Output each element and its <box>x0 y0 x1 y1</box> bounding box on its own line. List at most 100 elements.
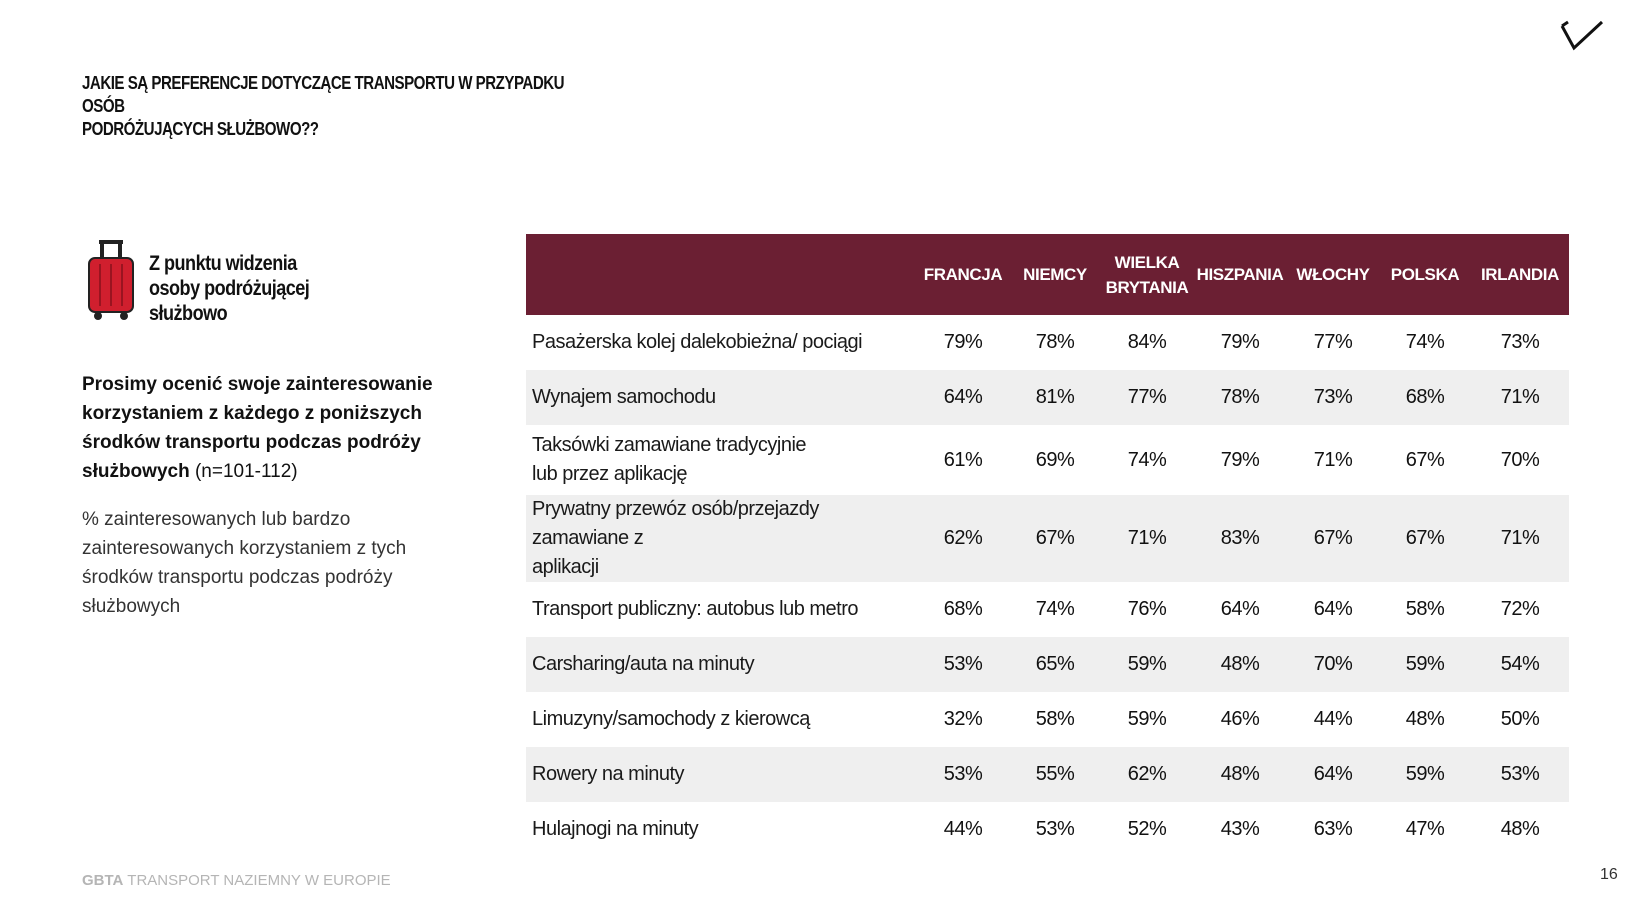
header-blank <box>526 234 917 315</box>
table-cell: 73% <box>1500 331 1540 353</box>
column-header-line: NIEMCY <box>1023 265 1087 284</box>
row-label: Hulajnogi na minuty <box>526 802 917 857</box>
table-cell: 67% <box>1405 527 1445 549</box>
title-line-1: JAKIE SĄ PREFERENCJE DOTYCZĄCE TRANSPORT… <box>82 73 565 116</box>
column-header: HISZPANIA <box>1193 234 1287 315</box>
table-cell: 69% <box>1035 448 1075 471</box>
row-label: Limuzyny/samochody z kierowcą <box>526 692 917 747</box>
table-cell: 68% <box>1405 386 1445 408</box>
row-label-line: Pasażerska kolej dalekobieżna/ pociągi <box>532 331 863 353</box>
survey-question: Prosimy ocenić swoje zainteresowanie kor… <box>82 370 472 486</box>
table-cell: 71% <box>1127 527 1167 549</box>
perspective-line-1: Z punktu widzenia <box>149 252 297 275</box>
table-row: Hulajnogi na minuty 44% 53% 52% 43% 63% 47% 48% <box>526 802 1569 857</box>
table-cell: 59% <box>1405 763 1445 785</box>
table-row: Transport publiczny: autobus lub metro 68… <box>526 582 1569 637</box>
table-cell: 68% <box>943 598 983 620</box>
column-header: FRANCJA <box>917 234 1009 315</box>
row-label-line: Limuzyny/samochody z kierowcą <box>532 708 810 730</box>
table-cell: 64% <box>1220 598 1260 620</box>
table-cell: 76% <box>1127 598 1167 620</box>
column-header-line: WŁOCHY <box>1296 265 1370 284</box>
table-cell: 64% <box>1313 598 1353 620</box>
row-label: Prywatny przewóz osób/przejazdy zamawian… <box>526 495 917 582</box>
column-header: NIEMCY <box>1009 234 1101 315</box>
column-header-line: HISZPANIA <box>1196 265 1284 284</box>
row-label: Transport publiczny: autobus lub metro <box>526 582 917 637</box>
row-label-line: Carsharing/auta na minuty <box>532 653 755 675</box>
column-header-line-2: BRYTANIA <box>1105 277 1189 297</box>
page-number: 16 <box>1600 866 1618 883</box>
column-header: WŁOCHY <box>1287 234 1379 315</box>
table-cell: 44% <box>1313 708 1353 730</box>
table-cell: 65% <box>1035 653 1075 675</box>
table-cell: 63% <box>1313 818 1353 840</box>
table-cell: 71% <box>1500 386 1540 408</box>
footer-brand: GBTA <box>82 872 124 889</box>
table-cell: 70% <box>1313 653 1353 675</box>
table-cell: 46% <box>1220 708 1260 730</box>
column-header-line: IRLANDIA <box>1480 265 1559 284</box>
transport-preference-table: FRANCJA NIEMCY WIELKA BRYTANIA HISZPANIA … <box>526 234 1569 857</box>
table-cell: 62% <box>943 527 983 549</box>
table-cell: 48% <box>1405 708 1445 730</box>
row-label: Carsharing/auta na minuty <box>526 637 917 692</box>
table-cell: 53% <box>1035 818 1075 840</box>
table-cell: 58% <box>1405 598 1445 620</box>
table-cell: 74% <box>1405 331 1445 353</box>
table-cell: 79% <box>943 331 983 353</box>
table-cell: 58% <box>1035 708 1075 730</box>
table-cell: 47% <box>1405 818 1445 840</box>
checkmark-logo-icon <box>1560 20 1604 51</box>
table-cell: 70% <box>1500 448 1540 471</box>
table-row: Taksówki zamawiane tradycyjnie lub przez … <box>526 425 1569 495</box>
perspective-label: Z punktu widzenia osoby podróżującej słu… <box>149 251 338 326</box>
title-line-2: PODRÓŻUJĄCYCH SŁUŻBOWO?? <box>82 119 319 139</box>
table-cell: 62% <box>1127 763 1167 785</box>
table-cell: 52% <box>1127 818 1167 840</box>
footer-text: TRANSPORT NAZIEMNY W EUROPIE <box>127 872 391 889</box>
sample-size: (n=101-112) <box>194 461 298 482</box>
table-cell: 64% <box>1313 763 1353 785</box>
column-header-line: FRANCJA <box>923 265 1003 284</box>
column-header: IRLANDIA <box>1471 234 1569 315</box>
table-cell: 53% <box>943 763 983 785</box>
table-cell: 61% <box>943 448 983 471</box>
table-cell: 84% <box>1127 331 1167 353</box>
table-cell: 79% <box>1220 448 1260 471</box>
row-label-line: Rowery na minuty <box>532 763 685 785</box>
table-cell: 74% <box>1035 598 1075 620</box>
table-cell: 72% <box>1500 598 1540 620</box>
table-cell: 54% <box>1500 653 1540 675</box>
row-label-line: Prywatny przewóz osób/przejazdy zamawian… <box>532 498 819 549</box>
page-title: JAKIE SĄ PREFERENCJE DOTYCZĄCE TRANSPORT… <box>82 72 603 141</box>
table-cell: 78% <box>1035 331 1075 353</box>
table-row: Wynajem samochodu 64% 81% 77% 78% 73% 68% 71% <box>526 370 1569 425</box>
table-cell: 44% <box>943 818 983 840</box>
row-label-line: Wynajem samochodu <box>532 386 716 408</box>
column-header: POLSKA <box>1379 234 1471 315</box>
row-label-line-2: lub przez aplikację <box>532 463 688 485</box>
table-cell: 67% <box>1405 448 1445 471</box>
table-cell: 48% <box>1220 763 1260 785</box>
table-row: Limuzyny/samochody z kierowcą 32% 58% 59% 46… <box>526 692 1569 747</box>
row-label-line-2: aplikacji <box>532 556 599 578</box>
table-cell: 59% <box>1127 708 1167 730</box>
suitcase-icon <box>88 240 134 320</box>
table-row: Carsharing/auta na minuty 53% 65% 59% 48% 70%… <box>526 637 1569 692</box>
footer: GBTA TRANSPORT NAZIEMNY W EUROPIE <box>82 872 391 889</box>
table-cell: 48% <box>1500 818 1540 840</box>
row-label: Rowery na minuty <box>526 747 917 802</box>
table-cell: 78% <box>1220 386 1260 408</box>
table-cell: 79% <box>1220 331 1260 353</box>
table-cell: 53% <box>1500 763 1540 785</box>
row-label-line: Taksówki zamawiane tradycyjnie <box>532 434 807 456</box>
table-cell: 59% <box>1127 653 1167 675</box>
table-cell: 55% <box>1035 763 1075 785</box>
table-cell: 71% <box>1313 448 1353 471</box>
table-cell: 83% <box>1220 527 1260 549</box>
table-cell: 73% <box>1313 386 1353 408</box>
table-cell: 77% <box>1313 331 1353 353</box>
row-label: Wynajem samochodu <box>526 370 917 425</box>
row-label-line: Transport publiczny: autobus lub metro <box>532 598 859 620</box>
